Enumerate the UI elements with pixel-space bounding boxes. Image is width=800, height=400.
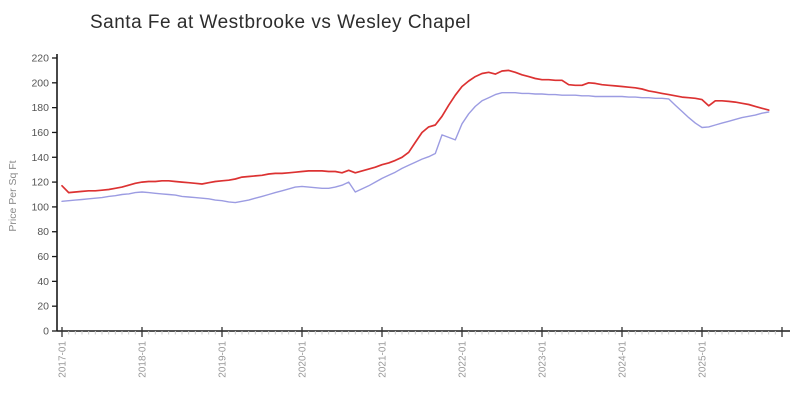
y-tick-label: 100 [31,201,49,213]
series-line-blue [61,91,770,204]
x-tick-label: 2017-01 [58,341,69,378]
x-tick-label: 2021-01 [378,341,389,378]
y-tick-label: 140 [31,152,49,164]
y-tick-label: 80 [37,226,49,238]
x-tick-label: 2024-01 [618,341,629,378]
chart-title: Santa Fe at Westbrooke vs Wesley Chapel [90,12,472,33]
y-tick-label: 40 [37,276,49,288]
series-line-red [61,69,770,194]
y-tick-label: 220 [31,53,49,65]
y-tick-label: 0 [43,326,49,338]
y-tick-label: 180 [31,102,49,114]
x-tick-label: 2023-01 [538,341,549,378]
x-tick-label: 2022-01 [458,341,469,378]
y-tick-label: 60 [37,251,49,263]
y-tick-label: 120 [31,177,49,189]
y-tick-label: 160 [31,127,49,139]
y-tick-label: 20 [37,301,49,313]
x-tick-label: 2025-01 [698,341,709,378]
x-tick-label: 2018-01 [138,341,149,378]
x-tick-label: 2019-01 [218,341,229,378]
y-tick-label: 200 [31,77,49,89]
y-axis-label: Price Per Sq Ft [7,160,19,232]
x-tick-label: 2020-01 [298,341,309,378]
